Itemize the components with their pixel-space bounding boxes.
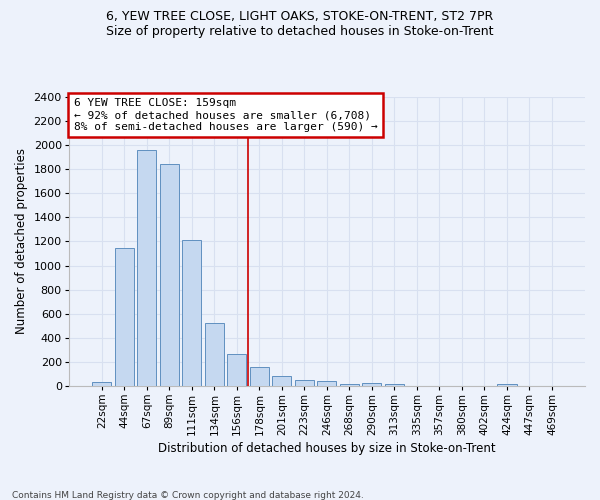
Y-axis label: Number of detached properties: Number of detached properties (15, 148, 28, 334)
Text: 6 YEW TREE CLOSE: 159sqm
← 92% of detached houses are smaller (6,708)
8% of semi: 6 YEW TREE CLOSE: 159sqm ← 92% of detach… (74, 98, 377, 132)
Bar (250, 368, 269, 386)
Bar (340, 384, 359, 386)
Bar (137, 150, 157, 386)
Bar (497, 384, 517, 386)
Bar (182, 240, 202, 386)
Bar (362, 383, 382, 386)
Bar (227, 354, 247, 386)
Bar (317, 381, 337, 386)
Bar (385, 384, 404, 386)
Text: Contains HM Land Registry data © Crown copyright and database right 2024.: Contains HM Land Registry data © Crown c… (12, 490, 364, 500)
Bar (160, 164, 179, 386)
X-axis label: Distribution of detached houses by size in Stoke-on-Trent: Distribution of detached houses by size … (158, 442, 496, 455)
Bar (295, 380, 314, 386)
Bar (115, 248, 134, 386)
Bar (92, 382, 112, 386)
Bar (272, 376, 292, 386)
Bar (205, 324, 224, 386)
Text: 6, YEW TREE CLOSE, LIGHT OAKS, STOKE-ON-TRENT, ST2 7PR
Size of property relative: 6, YEW TREE CLOSE, LIGHT OAKS, STOKE-ON-… (106, 10, 494, 38)
